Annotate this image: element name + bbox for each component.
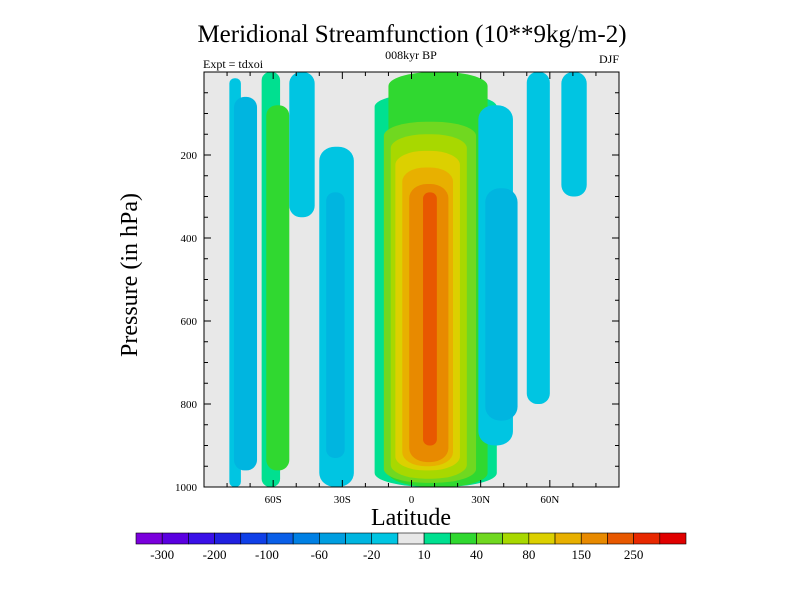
colorbar-swatch — [580, 532, 608, 545]
colorbar-label: 80 — [522, 547, 535, 562]
colorbar-swatch — [633, 532, 661, 545]
colorbar-swatch — [659, 532, 687, 545]
colorbar-swatch — [345, 532, 373, 545]
colorbar-label: -300 — [150, 547, 174, 562]
colorbar-swatch — [502, 532, 530, 545]
contour-cell — [326, 192, 345, 458]
chart-subtitle-center: 008kyr BP — [385, 48, 437, 62]
colorbar-swatch — [397, 532, 425, 545]
contour-cell — [266, 105, 290, 471]
colorbar-swatch — [449, 532, 477, 545]
plot-area — [204, 72, 619, 487]
colorbar-swatch — [240, 532, 268, 545]
axes: 60S 30S 0 30N 60N 200 400 600 800 1000 — [175, 71, 620, 506]
contour-cell — [485, 188, 518, 421]
contour-cell — [561, 72, 587, 197]
contour-cell — [233, 96, 258, 471]
y-axis-label: Pressure (in hPa) — [117, 193, 143, 357]
colorbar-label: -200 — [203, 547, 227, 562]
y-tick-label: 200 — [181, 150, 198, 162]
colorbar-label: 250 — [624, 547, 644, 562]
colorbar-swatch — [319, 532, 346, 545]
colorbar-label: 150 — [571, 547, 591, 562]
colorbar-label: -100 — [255, 547, 279, 562]
x-tick-label: 60S — [265, 494, 282, 506]
colorbar-swatch — [423, 532, 451, 545]
colorbar-swatch — [266, 532, 294, 545]
colorbar-label: -60 — [311, 547, 328, 562]
y-tick-label: 1000 — [175, 482, 198, 494]
chart-title: Meridional Streamfunction (10**9kg/m-2) — [197, 21, 626, 48]
colorbar-swatch — [135, 532, 163, 545]
colorbar-label: 40 — [470, 547, 483, 562]
colorbar-swatch — [161, 532, 189, 545]
colorbar-swatch — [214, 532, 242, 545]
contour-cell — [423, 192, 437, 446]
chart-subtitle-left: Expt = tdxoi — [203, 57, 264, 71]
contour-cell — [526, 72, 550, 404]
colorbar-swatch — [607, 532, 634, 545]
contour-cell — [289, 72, 315, 218]
colorbar-swatch — [528, 532, 556, 545]
colorbar-label: 10 — [418, 547, 431, 562]
x-tick-label: 60N — [540, 494, 559, 506]
x-tick-label: 30S — [334, 494, 351, 506]
colorbar-swatch — [476, 532, 503, 545]
chart-subtitle-right: DJF — [599, 52, 619, 66]
x-axis-label: Latitude — [371, 505, 451, 531]
colorbar-swatch — [371, 532, 399, 545]
x-tick-label: 0 — [409, 494, 415, 506]
y-tick-label: 600 — [181, 316, 198, 328]
colorbar-swatch — [554, 532, 582, 545]
colorbar: -300 -200 -100 -60 -20 10 40 80 150 250 — [135, 532, 687, 562]
x-tick-label: 30N — [471, 494, 490, 506]
colorbar-swatch — [188, 532, 215, 545]
colorbar-label: -20 — [363, 547, 380, 562]
colorbar-swatch — [292, 532, 320, 545]
y-tick-label: 800 — [181, 399, 198, 411]
y-tick-label: 400 — [181, 233, 198, 245]
